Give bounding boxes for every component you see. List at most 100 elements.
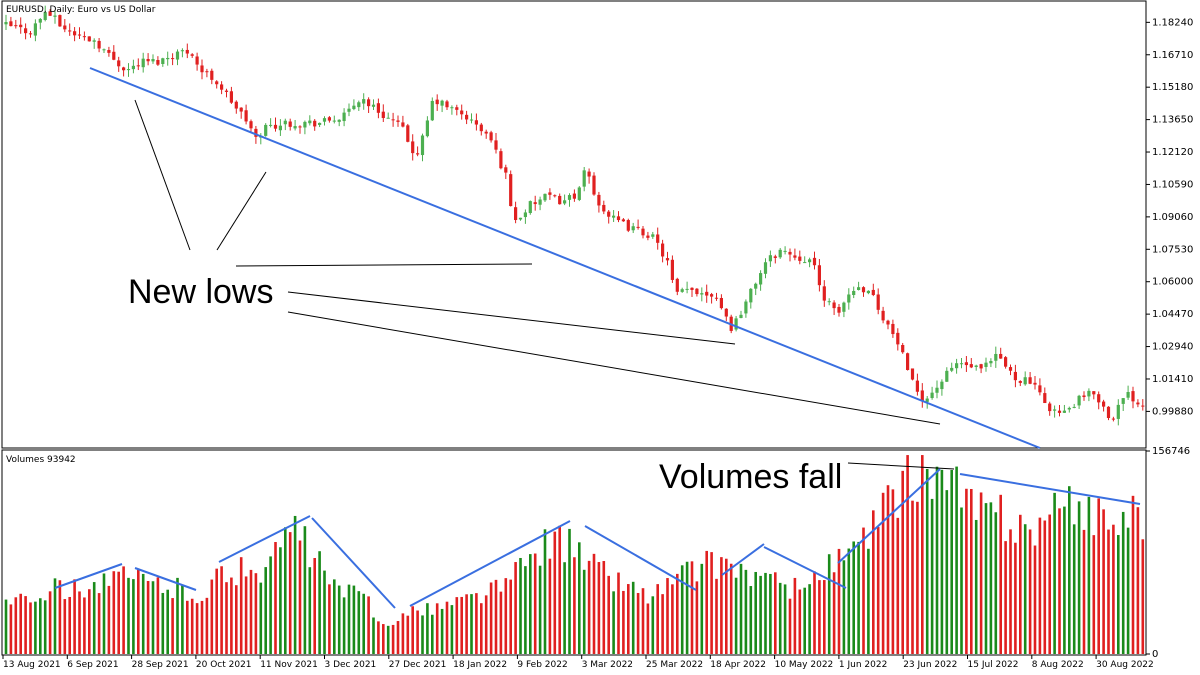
candle-body [631, 226, 635, 231]
candle-body [587, 171, 591, 177]
volume-trendline [837, 468, 941, 564]
candle-body [749, 288, 753, 303]
volume-bar [43, 600, 47, 654]
candle-body [817, 265, 821, 286]
volume-bar [24, 596, 27, 654]
candle-body [788, 251, 792, 255]
candle-body [381, 111, 385, 118]
date-tick-label: 18 Jan 2022 [453, 660, 507, 670]
date-tick-label: 6 Sep 2021 [67, 660, 118, 670]
volume-bar [367, 596, 370, 654]
volume-bar [225, 582, 228, 654]
candle-body [102, 49, 106, 51]
volume-bar [597, 562, 601, 654]
volume-bar [254, 573, 258, 654]
volume-bar [1038, 517, 1042, 654]
volume-trendline [409, 520, 571, 607]
volume-bar [955, 466, 958, 654]
candle-body [572, 193, 576, 199]
volume-bar [764, 572, 767, 654]
candle-body [401, 122, 405, 127]
candle-body [352, 105, 356, 110]
volume-bar [372, 617, 375, 654]
candle-body [180, 50, 184, 52]
candle-body [930, 392, 934, 399]
volume-bar [14, 597, 18, 654]
volume-bar [582, 569, 586, 654]
candle-body [14, 25, 18, 27]
candle-body [386, 117, 390, 119]
volume-bar [1023, 524, 1027, 654]
candle-body [63, 25, 67, 30]
volume-bar [1121, 511, 1125, 654]
volume-bar [798, 589, 802, 654]
candle-body [955, 363, 959, 369]
date-tick-label: 30 Aug 2022 [1096, 660, 1154, 670]
candle-body [577, 187, 581, 200]
volume-bar [1019, 514, 1022, 654]
candle-body [925, 398, 929, 402]
volume-bar [974, 519, 978, 654]
candle-body [680, 289, 684, 292]
candle-body [602, 204, 606, 212]
volume-bar [827, 554, 831, 654]
volume-bar [333, 579, 336, 654]
candle-body [283, 120, 287, 125]
candle-body [646, 235, 650, 238]
volume-bar [1028, 529, 1032, 654]
candle-body [92, 40, 96, 42]
volume-bar [460, 596, 463, 654]
volume-bar [852, 541, 855, 654]
volume-bar [509, 579, 512, 654]
candle-body [19, 24, 23, 28]
candle-body [1004, 357, 1008, 367]
price-tick-label: 0.99880 [1152, 406, 1193, 417]
candle-body [969, 364, 973, 368]
volume-bar [1063, 506, 1066, 654]
volume-bar [1033, 545, 1037, 654]
price-candles [4, 5, 1145, 426]
candle-body [469, 119, 474, 121]
candle-body [229, 91, 233, 103]
price-tick-label: 1.12120 [1152, 147, 1193, 158]
date-tick-label: 25 Mar 2022 [646, 660, 703, 670]
volume-bar [1131, 495, 1135, 654]
pointer-line [847, 462, 955, 470]
volume-bar [92, 582, 96, 654]
volume-bar [901, 470, 904, 654]
volume-bar [1014, 542, 1017, 654]
volume-bar [1087, 496, 1091, 654]
candle-body [1072, 406, 1076, 408]
candle-body [754, 283, 758, 289]
candle-body [1131, 391, 1135, 402]
candle-body [641, 228, 645, 236]
candle-body [465, 114, 469, 120]
candle-body [959, 363, 964, 365]
candle-body [460, 110, 464, 115]
volume-bar [1117, 535, 1120, 654]
pointer-line [216, 171, 267, 251]
candle-body [264, 124, 268, 136]
candle-body [773, 256, 777, 258]
volume-bar [416, 610, 419, 654]
candle-body [768, 255, 772, 262]
price-tick-label: 1.16710 [1152, 50, 1193, 61]
candle-body [670, 259, 674, 280]
volume-bar [53, 578, 57, 654]
candle-body [690, 287, 694, 290]
volume-bar [739, 563, 743, 654]
volume-bar [935, 466, 939, 654]
volume-bar [872, 510, 875, 654]
volume-trendline [311, 517, 396, 609]
candle-body [621, 219, 625, 222]
volume-bar [83, 597, 86, 654]
volume-bar [651, 596, 655, 654]
candle-body [337, 119, 341, 122]
volume-bar [886, 485, 890, 654]
volume-bar [832, 572, 836, 654]
candle-body [1121, 398, 1125, 404]
volume-bar [837, 548, 841, 654]
volume-bar [465, 594, 468, 654]
candle-body [964, 362, 968, 366]
candle-body [592, 175, 596, 195]
